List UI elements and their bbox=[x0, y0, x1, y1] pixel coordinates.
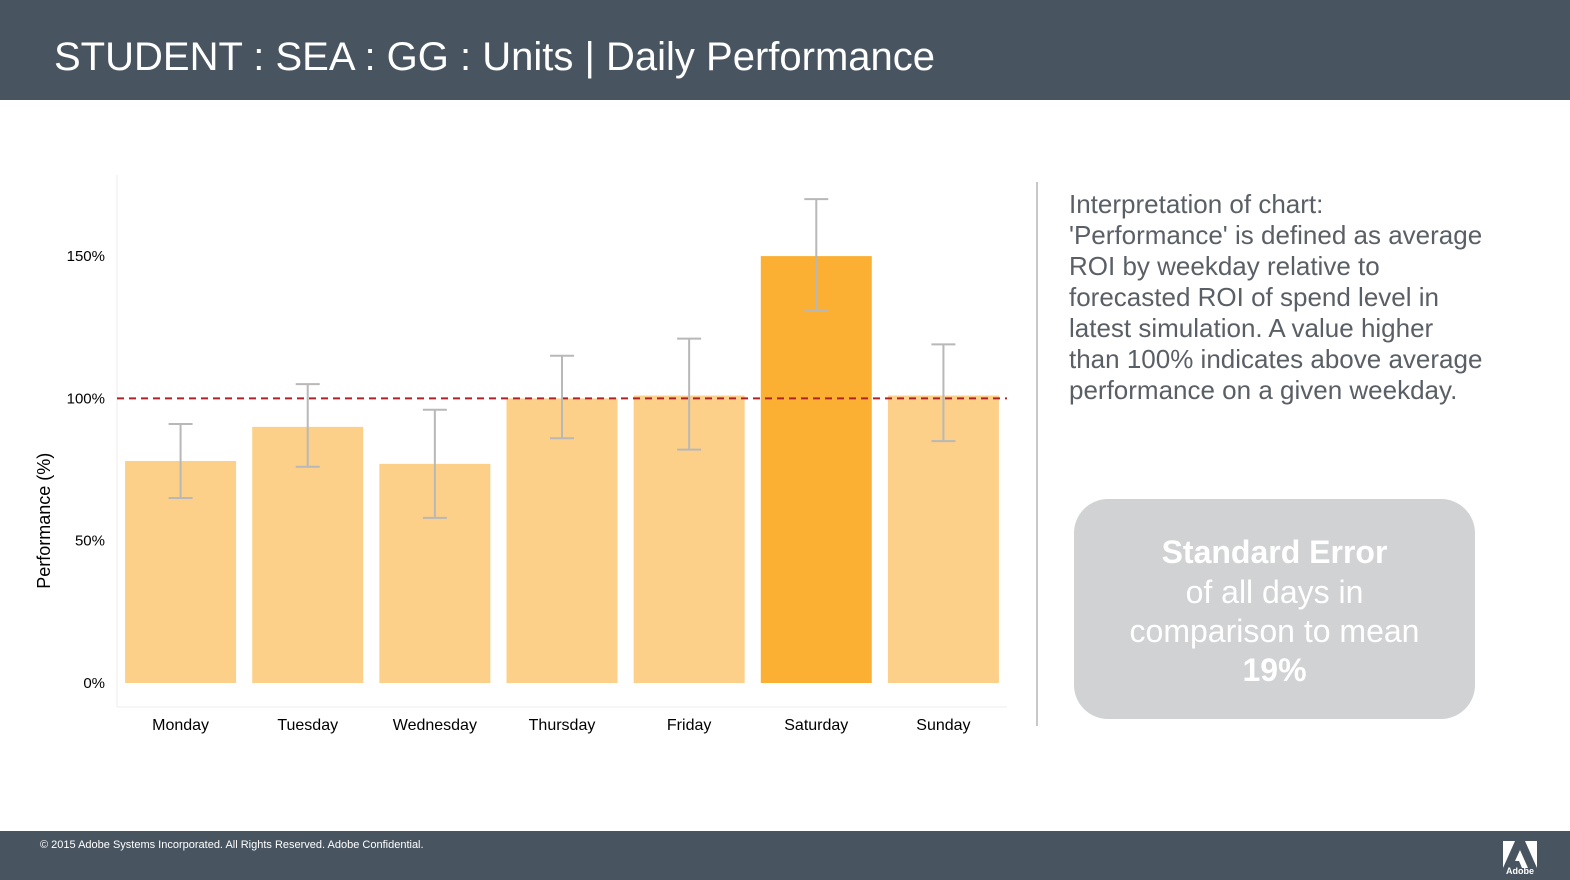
y-tick-label: 100% bbox=[67, 390, 105, 407]
y-tick-label: 50% bbox=[75, 533, 105, 550]
x-tick-label: Wednesday bbox=[393, 717, 477, 734]
error-bar-thursday bbox=[550, 354, 574, 440]
bar-tuesday bbox=[252, 426, 364, 683]
error-bar-saturday bbox=[804, 198, 829, 312]
standard-error-line-2: comparison to mean bbox=[1129, 613, 1420, 649]
standard-error-line-1: of all days in bbox=[1185, 574, 1364, 610]
error-bar-monday bbox=[168, 423, 193, 500]
x-tick-label: Friday bbox=[667, 717, 711, 734]
standard-error-title: Standard Error bbox=[1161, 534, 1388, 570]
standard-error-box: Standard Error of all days in comparison… bbox=[1074, 499, 1475, 719]
copyright-text: © 2015 Adobe Systems Incorporated. All R… bbox=[40, 839, 424, 851]
bar-thursday bbox=[506, 398, 618, 683]
daily-performance-chart: 0% 50% 100% 150% Performance (%) Monday Tuesda… bbox=[34, 175, 1007, 734]
error-bar-wednesday bbox=[422, 408, 447, 519]
bar-sunday bbox=[887, 395, 999, 683]
bar-saturday bbox=[760, 256, 872, 683]
x-tick-label: Tuesday bbox=[277, 717, 338, 734]
x-tick-label: Saturday bbox=[784, 717, 848, 734]
header-bar: STUDENT : SEA : GG : Units | Daily Perfo… bbox=[0, 0, 1570, 100]
error-bar-friday bbox=[677, 337, 702, 451]
interpretation-text: Interpretation of chart: 'Performance' i… bbox=[1069, 189, 1483, 405]
x-tick-label: Thursday bbox=[529, 717, 596, 734]
vertical-divider bbox=[1036, 182, 1038, 726]
y-axis-title: Performance (%) bbox=[34, 453, 54, 589]
y-tick-label: 150% bbox=[67, 248, 105, 265]
footer-bar: © 2015 Adobe Systems Incorporated. All R… bbox=[0, 831, 1570, 880]
adobe-logo-icon bbox=[1503, 841, 1537, 868]
y-tick-label: 0% bbox=[83, 675, 105, 692]
standard-error-value: 19% bbox=[1242, 652, 1307, 688]
error-bar-tuesday bbox=[295, 383, 320, 468]
interpretation-panel: Interpretation of chart: 'Performance' i… bbox=[1069, 189, 1489, 406]
page-title: STUDENT : SEA : GG : Units | Daily Perfo… bbox=[54, 35, 935, 79]
x-tick-label: Sunday bbox=[916, 717, 970, 734]
adobe-logo-text: Adobe bbox=[1506, 866, 1534, 876]
x-tick-label: Monday bbox=[152, 717, 209, 734]
error-bar-sunday bbox=[931, 343, 956, 443]
